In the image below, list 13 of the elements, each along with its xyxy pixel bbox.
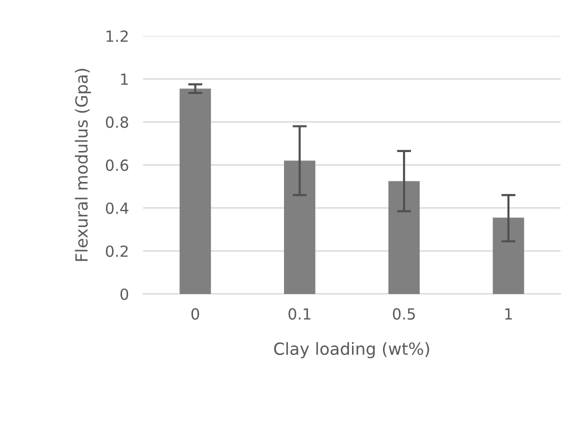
y-tick-label: 0.6	[106, 159, 128, 171]
x-axis-title: Clay loading (wt%)	[274, 342, 430, 358]
y-tick-label: 1	[121, 74, 128, 85]
y-axis-title: Flexural modulus (Gpa)	[74, 68, 92, 261]
y-tick-label: 0	[120, 288, 128, 300]
y-tick-label: 0.8	[106, 116, 128, 128]
y-tick-label: 0.4	[106, 202, 128, 214]
y-tick-label: 0.2	[106, 245, 128, 257]
x-tick-label: 0.1	[288, 308, 310, 320]
x-tick-label: 1	[505, 308, 512, 320]
x-tick-label: 0	[191, 308, 200, 320]
y-tick-label: 1.2	[106, 30, 128, 42]
x-tick-label: 0.5	[392, 308, 415, 320]
